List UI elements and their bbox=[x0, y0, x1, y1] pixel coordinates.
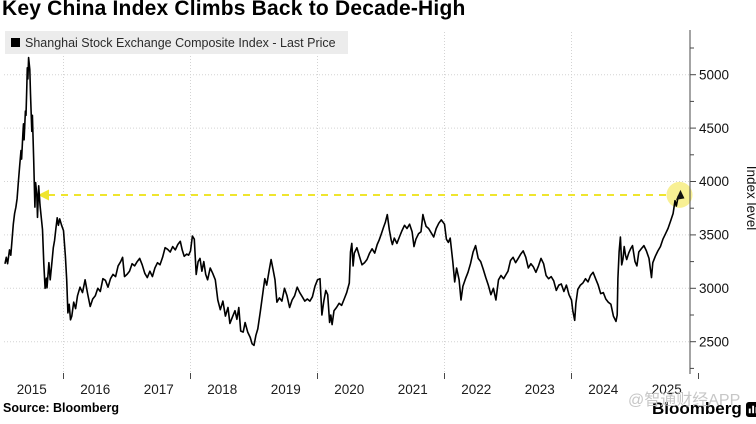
x-tick-label: 2016 bbox=[80, 382, 110, 397]
price-line bbox=[4, 56, 681, 347]
x-tick-label: 2018 bbox=[207, 382, 237, 397]
bloomberg-brand: Bloomberg bbox=[652, 399, 756, 419]
y-tick-label: 4500 bbox=[699, 121, 729, 136]
y-axis-title: Index level bbox=[744, 166, 756, 231]
x-tick-label: 2024 bbox=[588, 382, 619, 397]
y-tick-label: 4000 bbox=[699, 174, 729, 189]
x-tick-label: 2017 bbox=[144, 382, 174, 397]
line-end-arrowhead bbox=[675, 189, 685, 200]
legend-swatch-black-square bbox=[11, 38, 20, 47]
x-tick-label: 2020 bbox=[334, 382, 364, 397]
dashed-line-left-arrowhead bbox=[38, 189, 49, 201]
chart-title: Key China Index Climbs Back to Decade-Hi… bbox=[2, 0, 466, 20]
y-tick-label: 5000 bbox=[699, 67, 729, 82]
x-tick-label: 2021 bbox=[398, 382, 428, 397]
x-tick-label: 2019 bbox=[271, 382, 301, 397]
bloomberg-terminal-icon bbox=[745, 401, 756, 417]
x-tick-label: 2022 bbox=[461, 382, 491, 397]
y-tick-label: 2500 bbox=[699, 334, 729, 349]
legend: Shanghai Stock Exchange Composite Index … bbox=[5, 31, 348, 54]
source-credit: Source: Bloomberg bbox=[3, 401, 119, 415]
bloomberg-wordmark: Bloomberg bbox=[652, 399, 742, 418]
legend-label: Shanghai Stock Exchange Composite Index … bbox=[25, 35, 336, 50]
y-tick-label: 3500 bbox=[699, 228, 729, 243]
x-tick-label: 2015 bbox=[17, 382, 47, 397]
x-tick-label: 2023 bbox=[525, 382, 555, 397]
y-tick-label: 3000 bbox=[699, 281, 729, 296]
x-tick-label: 2025 bbox=[652, 382, 682, 397]
watermark: @智通财经APP bbox=[628, 392, 741, 409]
